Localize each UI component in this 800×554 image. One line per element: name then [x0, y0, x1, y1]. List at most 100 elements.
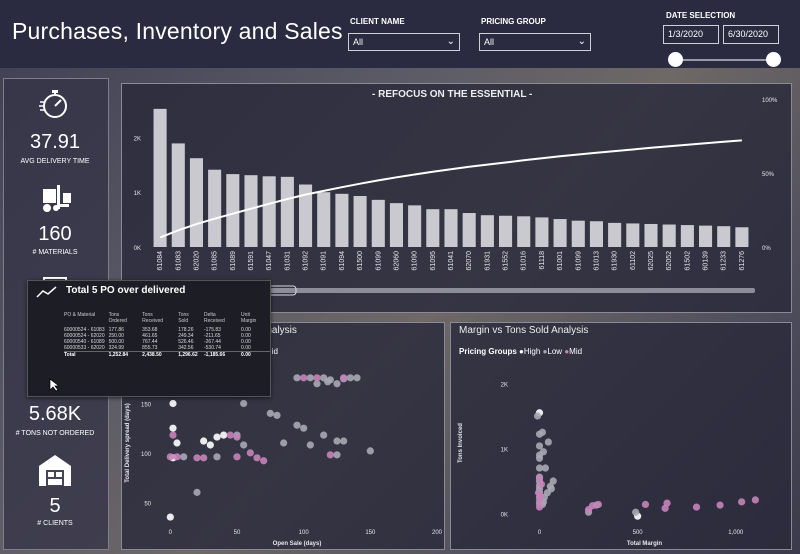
- scatter-point[interactable]: [716, 501, 724, 509]
- scatter-point[interactable]: [538, 428, 547, 436]
- scatter-point[interactable]: [253, 454, 261, 462]
- bar[interactable]: [662, 224, 676, 247]
- scatter-point[interactable]: [180, 453, 188, 461]
- bar[interactable]: [735, 227, 749, 247]
- scatter-point[interactable]: [233, 453, 241, 461]
- scatter-point[interactable]: [535, 442, 544, 450]
- bar[interactable]: [208, 169, 222, 247]
- scatter-point[interactable]: [293, 374, 301, 382]
- bar[interactable]: [589, 221, 603, 247]
- scatter-point[interactable]: [326, 451, 334, 459]
- scatter-point[interactable]: [313, 380, 321, 388]
- scatter-point[interactable]: [280, 439, 288, 447]
- delivery-scatter-chart[interactable]: 0 50 100 150 200 50 100 150 Open Sale (days) Tota…: [121, 322, 443, 548]
- scatter-point[interactable]: [641, 500, 650, 509]
- bar[interactable]: [571, 220, 585, 247]
- bar[interactable]: [699, 225, 713, 247]
- bar[interactable]: [480, 215, 494, 247]
- scatter-point[interactable]: [588, 502, 597, 510]
- bar[interactable]: [299, 184, 313, 247]
- bar[interactable]: [517, 216, 531, 247]
- bar[interactable]: [626, 223, 640, 247]
- scatter-point[interactable]: [293, 421, 301, 429]
- scatter-point[interactable]: [300, 424, 308, 432]
- bar[interactable]: [371, 199, 385, 247]
- bar[interactable]: [226, 174, 240, 247]
- scatter-point[interactable]: [632, 508, 640, 516]
- legend-item-low[interactable]: ●Low: [542, 347, 563, 356]
- scatter-point[interactable]: [544, 438, 552, 446]
- scatter-point[interactable]: [306, 374, 314, 382]
- scatter-point[interactable]: [246, 449, 254, 457]
- scatter-point[interactable]: [313, 374, 321, 382]
- scatter-point[interactable]: [169, 424, 177, 432]
- scatter-point[interactable]: [173, 439, 181, 447]
- scatter-point[interactable]: [193, 454, 201, 462]
- bar[interactable]: [644, 223, 658, 247]
- scatter-point[interactable]: [539, 448, 548, 456]
- scatter-point[interactable]: [333, 380, 341, 388]
- bar[interactable]: [426, 209, 440, 247]
- bar[interactable]: [608, 222, 622, 247]
- bar[interactable]: [335, 193, 349, 247]
- scatter-point[interactable]: [233, 433, 241, 441]
- scatter-point[interactable]: [240, 399, 248, 408]
- bar[interactable]: [189, 158, 203, 247]
- legend-item-high[interactable]: ●High: [519, 347, 541, 356]
- bar[interactable]: [280, 176, 294, 247]
- bar[interactable]: [499, 215, 513, 247]
- scatter-point[interactable]: [169, 399, 177, 408]
- scatter-point[interactable]: [300, 374, 308, 382]
- scatter-point[interactable]: [324, 378, 332, 386]
- scatter-point[interactable]: [213, 433, 221, 441]
- scatter-point[interactable]: [213, 453, 221, 461]
- bar[interactable]: [717, 226, 731, 247]
- start-date-input[interactable]: 1/3/2020: [663, 25, 719, 44]
- scatter-point[interactable]: [200, 454, 208, 462]
- bar[interactable]: [262, 176, 276, 247]
- scatter-point[interactable]: [751, 496, 759, 504]
- scatter-point[interactable]: [366, 447, 374, 455]
- scatter-point[interactable]: [333, 437, 341, 445]
- scatter-point[interactable]: [340, 437, 348, 445]
- scatter-point[interactable]: [537, 480, 546, 488]
- scatter-point[interactable]: [220, 431, 228, 439]
- scatter-point[interactable]: [692, 503, 701, 511]
- scatter-point[interactable]: [534, 489, 543, 497]
- scatter-point[interactable]: [240, 441, 248, 449]
- scatter-point[interactable]: [738, 498, 746, 506]
- bar[interactable]: [153, 108, 167, 247]
- date-slider-start-handle[interactable]: [668, 52, 683, 67]
- margin-scatter-chart[interactable]: 0 500 1,000 0K 1K 2K Total Margin Tons Invoiced: [450, 322, 790, 548]
- legend-item-mid[interactable]: ●Mid: [564, 347, 583, 356]
- scatter-point[interactable]: [535, 464, 544, 472]
- bar[interactable]: [317, 192, 331, 247]
- date-slider-end-handle[interactable]: [766, 52, 781, 67]
- bar[interactable]: [680, 225, 694, 247]
- scatter-point[interactable]: [173, 453, 181, 461]
- bar[interactable]: [408, 205, 422, 247]
- client-name-dropdown[interactable]: All ⌄: [348, 33, 460, 51]
- scatter-point[interactable]: [549, 477, 557, 485]
- scatter-point[interactable]: [260, 457, 268, 465]
- scatter-point[interactable]: [535, 503, 544, 511]
- scatter-point[interactable]: [353, 374, 361, 382]
- scatter-point[interactable]: [206, 441, 214, 449]
- end-date-input[interactable]: 6/30/2020: [723, 25, 779, 44]
- scatter-point[interactable]: [346, 374, 354, 382]
- scatter-point[interactable]: [200, 437, 208, 445]
- bar[interactable]: [353, 196, 367, 247]
- scatter-point[interactable]: [663, 499, 671, 507]
- bar[interactable]: [389, 203, 403, 247]
- scatter-point[interactable]: [594, 500, 602, 509]
- bar[interactable]: [244, 175, 258, 247]
- scatter-point[interactable]: [535, 474, 544, 483]
- scatter-point[interactable]: [193, 488, 201, 496]
- scatter-point[interactable]: [333, 451, 341, 459]
- bar[interactable]: [553, 219, 567, 247]
- bar[interactable]: [535, 217, 549, 247]
- scatter-point[interactable]: [166, 513, 174, 521]
- scatter-point[interactable]: [306, 441, 314, 449]
- pricing-group-dropdown[interactable]: All ⌄: [479, 33, 591, 51]
- bar[interactable]: [171, 143, 185, 247]
